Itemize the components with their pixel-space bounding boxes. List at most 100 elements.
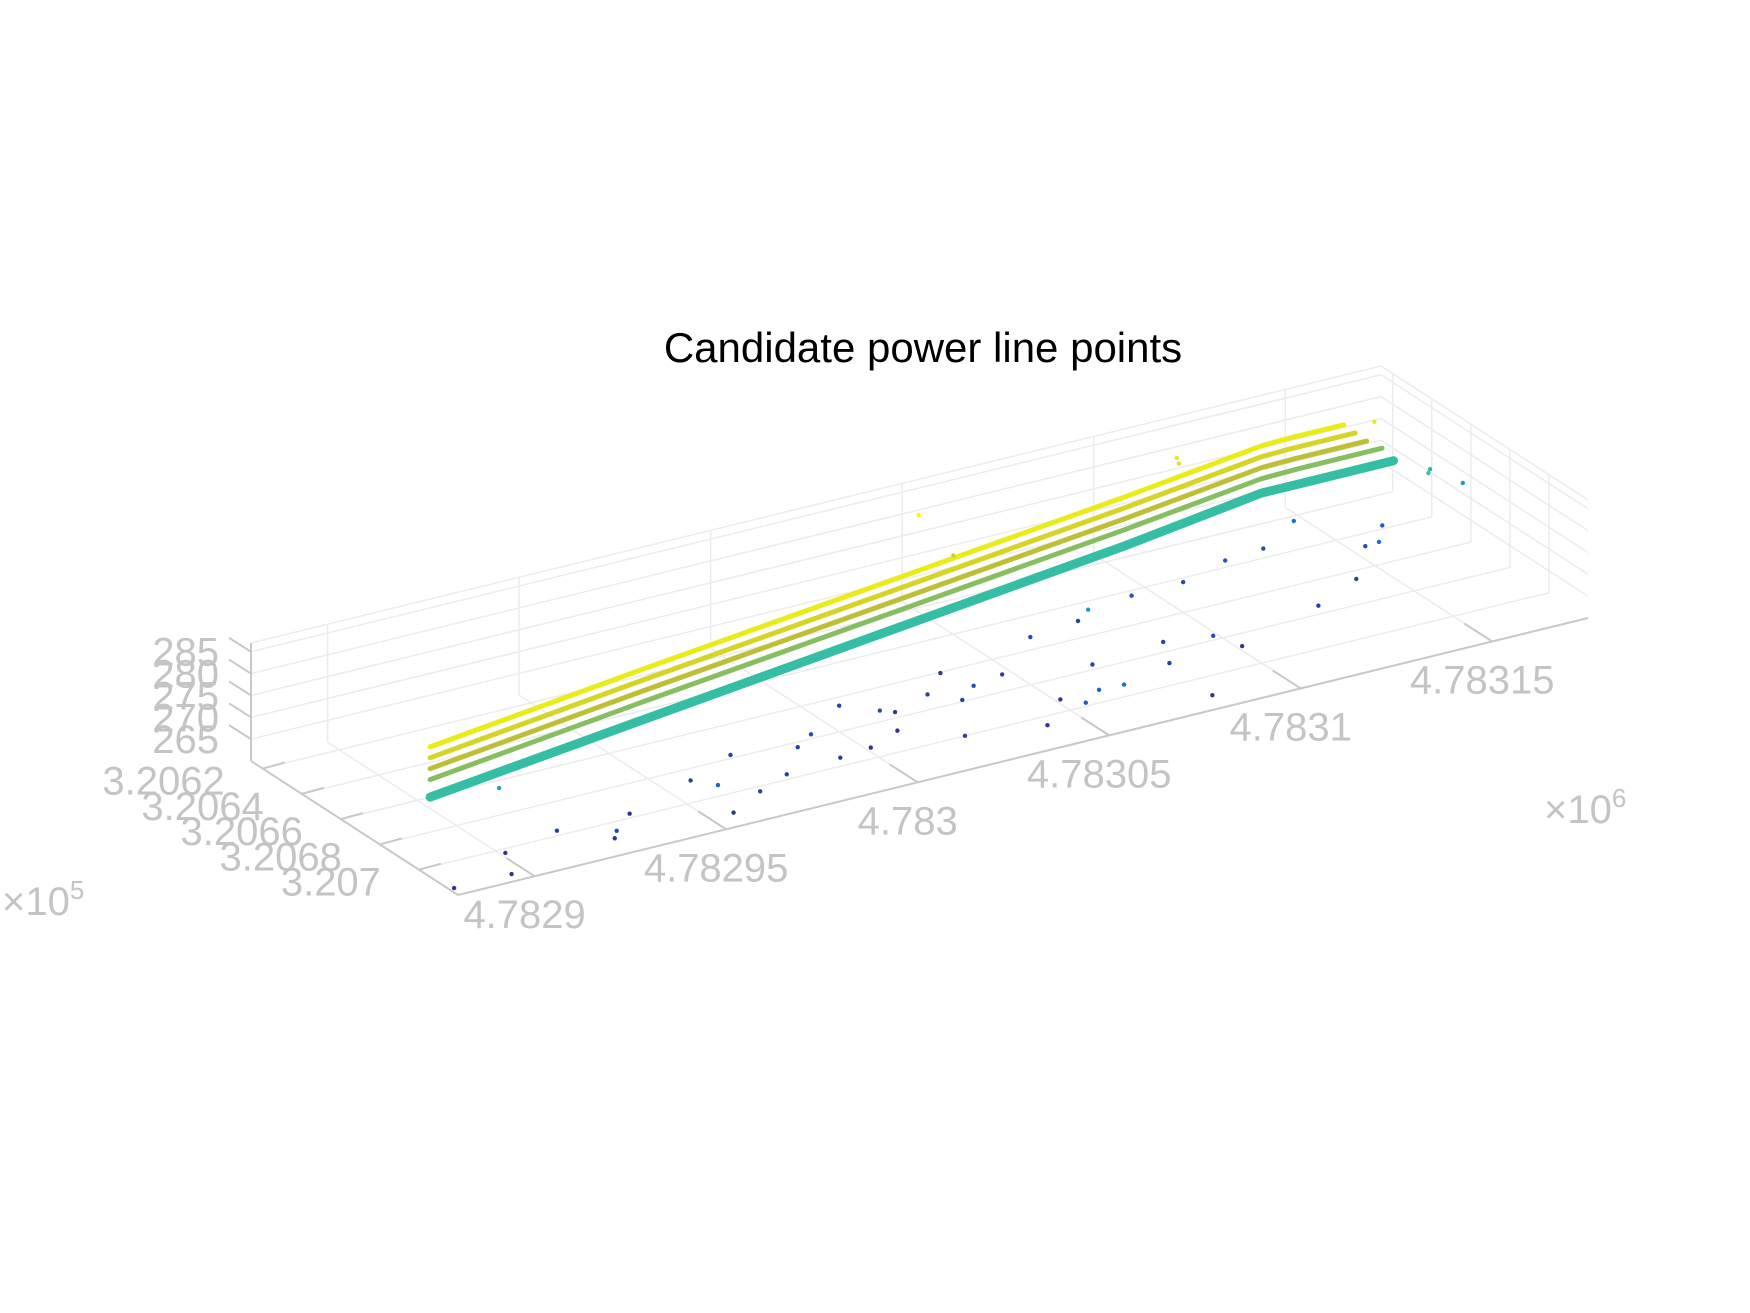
z-tick-label: 285 [152, 631, 219, 675]
candidate-point [1167, 660, 1172, 666]
candidate-point [1261, 546, 1266, 551]
candidate-point [1363, 543, 1368, 549]
candidate-point [1180, 579, 1186, 585]
conductor-line [427, 445, 1385, 783]
candidate-point [784, 772, 789, 777]
y-tick [418, 862, 442, 871]
z-tick-label: 275 [152, 674, 219, 718]
candidate-point [496, 785, 502, 791]
candidate-point [1380, 523, 1385, 528]
candidate-point [868, 745, 873, 750]
conductor-line [427, 422, 1347, 750]
y-axis-line [250, 760, 459, 896]
grid-line [250, 417, 1382, 697]
candidate-point [836, 703, 842, 708]
candidate-point [938, 670, 943, 676]
candidate-point [892, 709, 898, 715]
grid [250, 365, 1589, 877]
candidate-point [951, 553, 956, 558]
candidate-point [795, 745, 800, 750]
x-tick-label: 4.7829 [463, 893, 585, 937]
candidate-point [877, 708, 883, 713]
x-tick-label: 4.78305 [1027, 752, 1172, 796]
grid-line [1380, 395, 1589, 532]
candidate-point [1058, 697, 1063, 702]
candidate-point [503, 850, 508, 856]
y-tick [379, 837, 403, 846]
z-tick [228, 658, 252, 675]
x-exponent-label: ×106 [1544, 783, 1626, 832]
z-tick [228, 724, 252, 740]
grid-line [250, 439, 1382, 719]
y-tick [340, 812, 364, 821]
grid-line [379, 566, 1511, 846]
candidate-point [1354, 576, 1359, 582]
candidate-point [1174, 455, 1179, 461]
candidate-point [728, 752, 733, 758]
candidate-point [715, 782, 721, 788]
grid-line [340, 541, 1472, 820]
candidate-point [451, 885, 457, 891]
x-tick-label: 4.783 [858, 799, 958, 843]
candidate-point [1083, 700, 1088, 705]
candidate-point [1239, 643, 1245, 649]
candidate-point [612, 836, 617, 841]
candidate-point [960, 697, 965, 703]
candidate-point [1222, 558, 1228, 563]
y-tick-label: 3.2062 [102, 760, 224, 804]
candidate-point [1291, 518, 1297, 524]
candidate-point [1085, 607, 1091, 612]
x-tick [1463, 622, 1493, 643]
candidate-point [614, 828, 619, 833]
grid-line [250, 374, 1382, 653]
candidate-point [895, 728, 900, 733]
z-tick [228, 636, 252, 653]
candidate-point [1460, 480, 1465, 486]
grid-line [518, 694, 727, 830]
candidate-point [757, 789, 763, 794]
candidate-point [1316, 603, 1321, 608]
candidate-point [916, 512, 921, 518]
candidate-point [1090, 662, 1095, 667]
candidate-point [554, 828, 560, 833]
candidate-point [925, 692, 930, 697]
grid-line [418, 591, 1550, 871]
candidate-point [1045, 723, 1050, 728]
candidate-point [509, 871, 514, 877]
x-tick [1080, 716, 1110, 737]
z-tick [228, 702, 252, 719]
tick-labels: 4.7829 4.78295 4.783 4.78305 4.7831 4.78315 3.… [2, 631, 1626, 937]
chart-title: Candidate power line points [664, 324, 1182, 371]
grid-line [901, 600, 1110, 737]
y-exponent-label: ×105 [2, 875, 84, 924]
grid-line [1380, 461, 1589, 597]
y-tick-label: 3.2064 [141, 785, 263, 829]
y-tick-label: 3.2068 [220, 835, 342, 879]
grid-line [250, 461, 1382, 740]
grid-line [262, 490, 1393, 770]
candidate-point [838, 755, 843, 760]
candidate-point [971, 683, 976, 688]
candidate-point [1096, 687, 1102, 693]
x-tick [697, 810, 727, 831]
grid-line [1380, 417, 1589, 554]
y-tick-label: 3.207 [281, 861, 381, 905]
grid-line [1284, 506, 1493, 643]
x-tick-label: 4.78315 [1410, 658, 1555, 702]
candidate-point [1160, 639, 1166, 645]
x-tick-label: 4.78295 [644, 846, 789, 890]
grid-line [1380, 374, 1589, 510]
grid-line [250, 395, 1382, 675]
z-tick [228, 680, 252, 697]
y-tick [262, 761, 285, 770]
conductor-line [427, 438, 1370, 772]
z-tick-label: 265 [152, 718, 219, 762]
candidate-point [1129, 593, 1134, 598]
conductor-line [425, 456, 1398, 802]
data-points [425, 419, 1465, 891]
grid-line [1380, 439, 1589, 575]
candidate-point [1075, 618, 1081, 624]
candidate-point [1427, 466, 1433, 472]
conductor-line [427, 430, 1358, 761]
